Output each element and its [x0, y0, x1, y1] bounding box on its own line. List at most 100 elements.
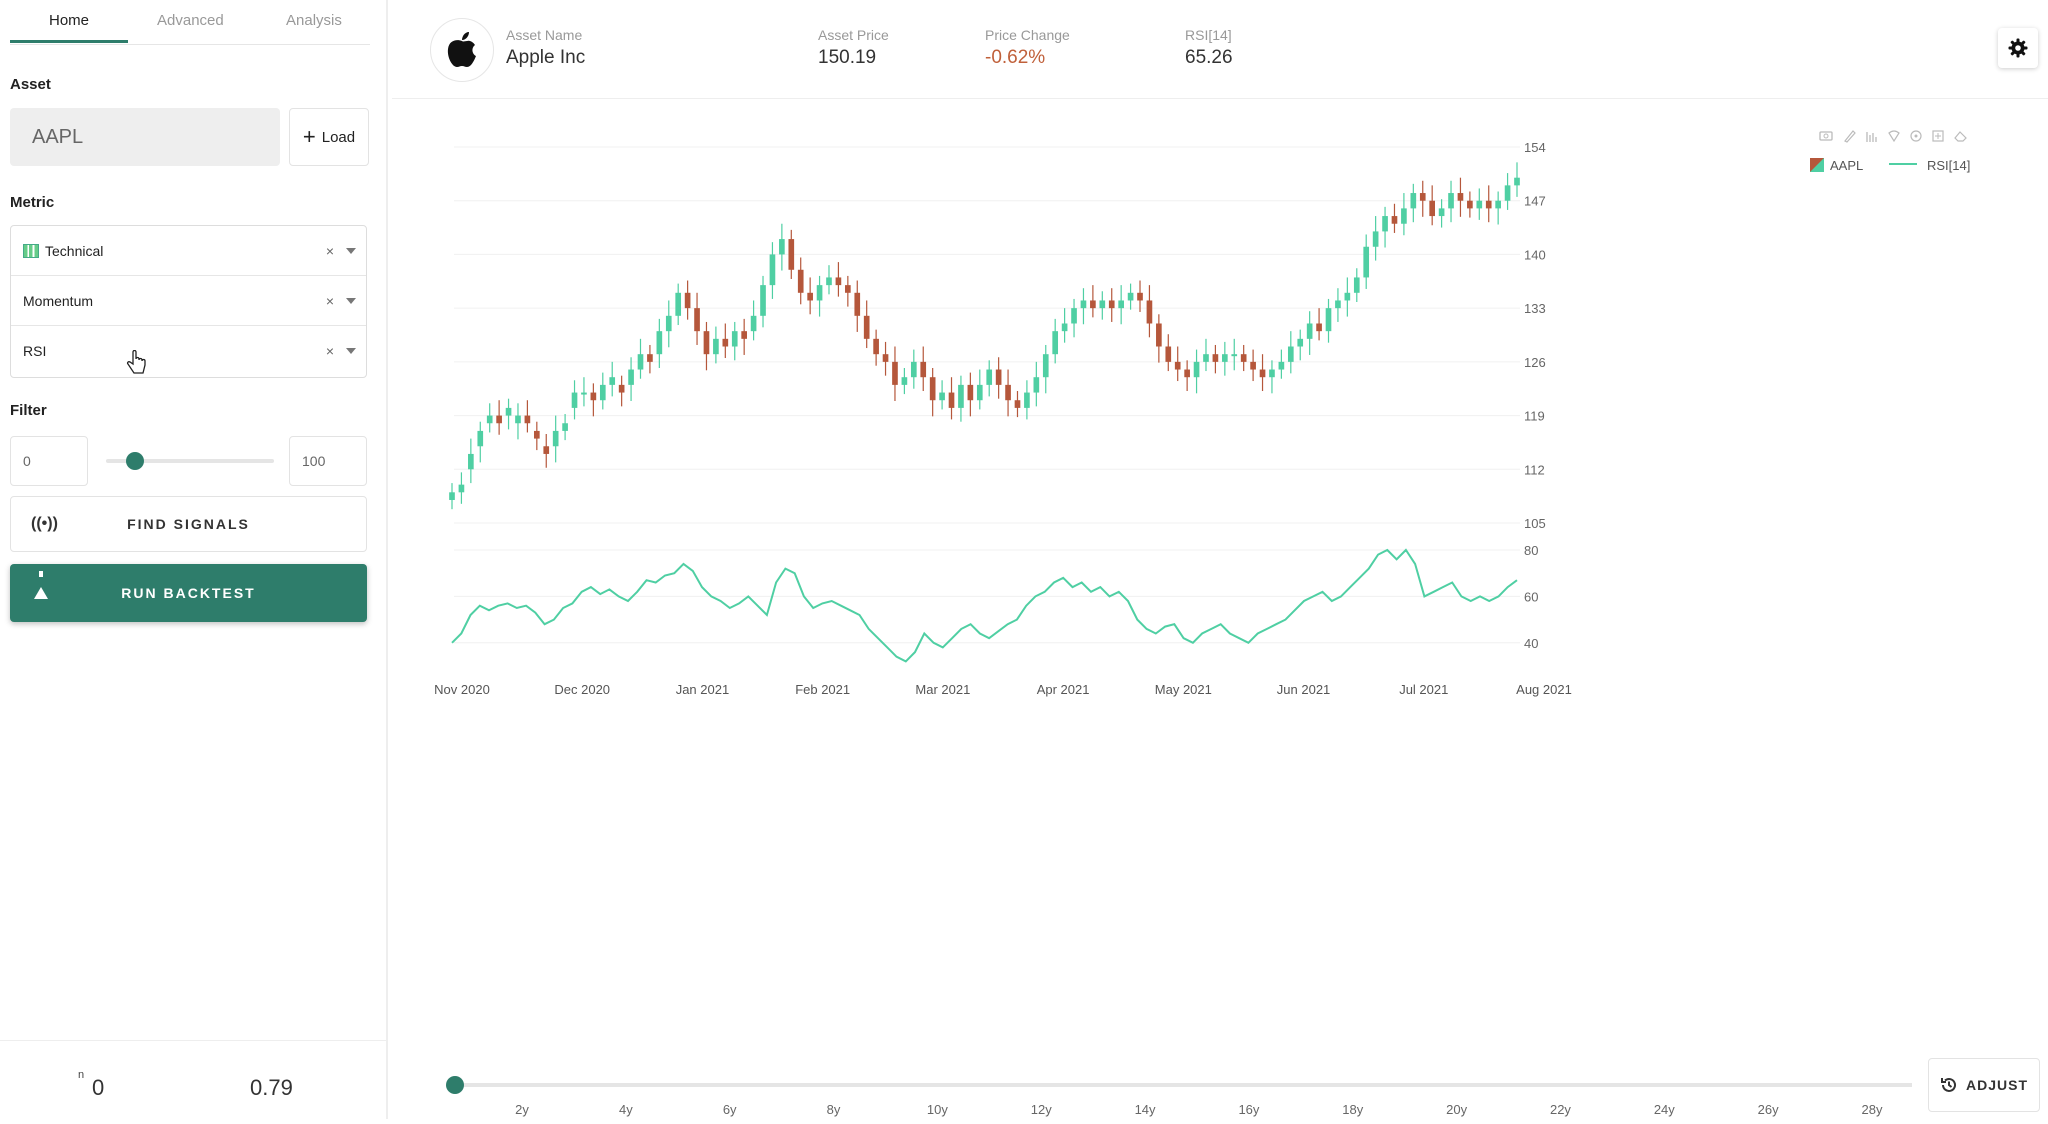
clear-icon[interactable]: ×	[325, 343, 334, 359]
candle-body	[599, 384, 606, 401]
candle	[1231, 338, 1238, 371]
tab-home[interactable]: Home	[49, 12, 90, 29]
candle	[505, 398, 512, 430]
candle	[1156, 314, 1162, 363]
candle-body	[1222, 354, 1228, 362]
candle-body	[703, 331, 710, 355]
metric-group-value: Momentum	[23, 292, 94, 309]
candle-body	[1335, 300, 1341, 309]
hand-cursor-icon	[126, 350, 146, 374]
filter-slider-track[interactable]	[106, 459, 274, 463]
find-signals-button[interactable]: ((•)) FIND SIGNALS	[10, 496, 367, 552]
candle	[1391, 203, 1398, 233]
range-tick-label: 12y	[1031, 1102, 1052, 1117]
candle	[854, 280, 861, 332]
range-slider[interactable]: 2y 4y 6y 8y 10y 12y 14y 16y 18y 20y 22y 24y 26y 28y	[392, 1040, 1922, 1119]
candle	[1250, 349, 1256, 382]
camera-icon[interactable]	[1819, 131, 1833, 141]
candle	[845, 275, 851, 307]
chevron-down-icon[interactable]	[346, 247, 356, 254]
plot-edit-icon[interactable]	[1866, 132, 1877, 142]
candle-body	[1071, 308, 1077, 324]
candle-body	[1127, 292, 1134, 301]
candle-body	[929, 377, 936, 401]
adjust-button[interactable]: ADJUST	[1928, 1058, 2040, 1112]
legend-item-rsi[interactable]: RSI[14]	[1889, 158, 1970, 173]
settings-button[interactable]	[1998, 28, 2038, 68]
load-button[interactable]: + Load	[289, 108, 369, 166]
circle-icon[interactable]	[1910, 130, 1922, 142]
candle-body	[1203, 354, 1209, 362]
chevron-down-icon[interactable]	[346, 297, 356, 304]
chevron-down-icon[interactable]	[346, 348, 356, 354]
run-backtest-button[interactable]: RUN BACKTEST	[10, 564, 367, 622]
candle	[1287, 331, 1294, 374]
candle	[458, 472, 465, 504]
candle-body	[477, 430, 484, 447]
candle-body	[1250, 361, 1256, 370]
eraser-icon[interactable]	[1954, 131, 1967, 142]
candle-body	[1174, 361, 1181, 370]
metric-select-indicator[interactable]: RSI ×	[11, 326, 366, 376]
candle	[1014, 391, 1021, 418]
candle	[1278, 349, 1285, 379]
candle-body	[901, 377, 908, 385]
range-tick-label: 22y	[1550, 1102, 1571, 1117]
candle-body	[1061, 323, 1068, 332]
range-tick-label: 14y	[1135, 1102, 1156, 1117]
candle-body	[1306, 323, 1313, 339]
asset-header: Asset Name Apple Inc Asset Price 150.19 …	[392, 0, 2048, 99]
candle-body	[1137, 292, 1143, 301]
filter-max-input[interactable]	[289, 436, 367, 486]
clear-icon[interactable]: ×	[325, 292, 334, 309]
candle	[1485, 185, 1492, 223]
candle-body	[628, 369, 634, 385]
tab-advanced[interactable]: Advanced	[157, 12, 224, 29]
asset-input[interactable]	[10, 108, 280, 166]
candle	[769, 242, 776, 299]
stat-n-label: n	[78, 1069, 85, 1081]
x-axis-tick-label: Apr 2021	[1037, 682, 1090, 697]
candle-body	[863, 315, 870, 339]
price-axis-tick-label: 112	[1524, 462, 1545, 477]
candle-body	[807, 292, 813, 301]
price-axis-tick-label: 126	[1524, 355, 1546, 370]
candle-body	[995, 369, 1002, 385]
candle-body	[524, 415, 531, 424]
candle-body	[1467, 200, 1473, 209]
candle	[835, 262, 842, 297]
legend-label-aapl: AAPL	[1830, 158, 1863, 173]
clear-icon[interactable]: ×	[325, 242, 334, 259]
candle	[901, 367, 908, 395]
shape-icon[interactable]	[1888, 130, 1900, 143]
candle	[1353, 268, 1360, 303]
tab-analysis[interactable]: Analysis	[286, 12, 342, 29]
x-axis-tick-label: Nov 2020	[434, 682, 490, 697]
filter-min-input[interactable]	[10, 436, 88, 486]
candle	[1467, 191, 1473, 218]
candlestick-series	[449, 162, 1520, 510]
pencil-icon[interactable]	[1844, 130, 1856, 143]
chart-axes: 105 112 119 126 133 140 147 154 40 60 80 Nov 2020 De…	[434, 140, 1572, 697]
price-axis-tick-label: 105	[1524, 516, 1546, 531]
candle-body	[1231, 354, 1238, 357]
candle	[1429, 185, 1436, 226]
candle-body	[920, 361, 927, 378]
candle-body	[1372, 231, 1379, 247]
price-rsi-chart[interactable]: AAPL RSI[14] 105 112 119 126 133 140 147 154 40 6…	[392, 110, 2048, 910]
candle	[477, 421, 484, 463]
range-slider-handle[interactable]	[446, 1076, 464, 1094]
rsi-label: RSI[14]	[1185, 27, 1232, 43]
candle-body	[1165, 346, 1172, 362]
candle-body	[581, 392, 587, 395]
candle-body	[1410, 193, 1417, 209]
legend-item-aapl[interactable]: AAPL	[1810, 158, 1863, 173]
metric-select-group-type[interactable]: Momentum ×	[11, 276, 366, 326]
metric-select-category[interactable]: Technical ×	[11, 226, 366, 276]
broadcast-icon: ((•))	[31, 515, 58, 532]
rectangle-icon[interactable]	[1932, 130, 1944, 142]
candle-body	[1146, 300, 1153, 324]
candle	[1184, 360, 1190, 392]
filter-slider-handle[interactable]	[125, 452, 144, 470]
candle-body	[1353, 277, 1360, 293]
